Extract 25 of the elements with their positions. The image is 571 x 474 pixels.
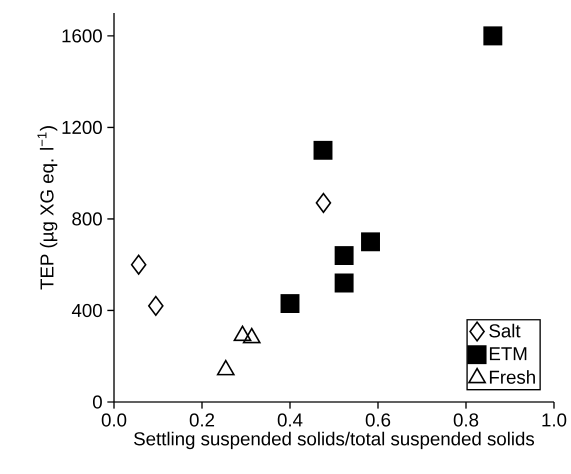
point xyxy=(334,246,354,266)
y-tick-label: 1200 xyxy=(62,120,102,134)
point xyxy=(361,232,380,252)
y-tick-label: 1600 xyxy=(62,29,102,42)
y-tick-label: 400 xyxy=(72,304,102,318)
legend-label: Salt xyxy=(489,324,520,338)
x-tick-label: 0.8 xyxy=(454,413,478,427)
point xyxy=(130,254,146,275)
x-tick-label: 0.0 xyxy=(102,413,126,427)
point xyxy=(334,274,354,292)
point xyxy=(483,26,502,46)
x-tick-label: 0.6 xyxy=(366,413,390,427)
x-tick-label: 1.0 xyxy=(542,413,566,427)
legend-label: Fresh xyxy=(490,370,535,384)
point xyxy=(316,192,332,214)
point xyxy=(148,296,164,316)
legend-label: ETM xyxy=(490,347,526,360)
y-tick-label: 0 xyxy=(92,395,102,409)
x-tick-label: 0.4 xyxy=(278,413,302,427)
x-tick-label: 0.2 xyxy=(190,413,214,427)
point xyxy=(314,140,332,160)
x-axis-title: Settling suspended solids/total suspended solids xyxy=(134,432,534,450)
point xyxy=(280,294,300,314)
y-axis-title: TEP (µg XG eq. l$^{−1}$) xyxy=(37,126,58,290)
y-tick-label: 800 xyxy=(72,212,102,226)
